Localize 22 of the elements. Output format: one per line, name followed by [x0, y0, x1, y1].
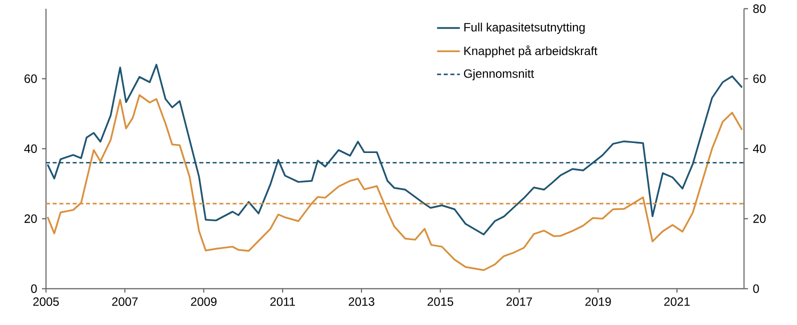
- x-tick-label: 2005: [33, 298, 59, 306]
- y-tick-label: 20: [24, 214, 37, 224]
- y2-tick-label: 40: [752, 144, 766, 154]
- y-tick-label: 60: [24, 74, 37, 84]
- y2-tick-label: 60: [753, 74, 766, 84]
- y2-tick-label: 20: [753, 214, 766, 224]
- legend-label: Full kapasitetsutnytting: [464, 22, 585, 34]
- x-tick-label: 2007: [112, 298, 138, 306]
- x-tick-label: 2013: [348, 298, 374, 306]
- x-tick-label: 2021: [664, 298, 690, 306]
- y-tick-label: 0: [31, 284, 37, 294]
- x-tick-label: 2019: [585, 298, 611, 306]
- y2-tick-label: 80: [753, 4, 766, 14]
- legend-label: Knapphet på arbeidskraft: [464, 46, 598, 58]
- x-tick-label: 2011: [270, 298, 295, 306]
- y-tick-label: 40: [24, 144, 37, 154]
- legend-label: Gjennomsnitt: [464, 69, 534, 80]
- x-tick-label: 2015: [428, 298, 454, 306]
- y2-tick-label: 0: [753, 284, 759, 294]
- x-tick-label: 2009: [191, 298, 217, 306]
- x-tick-label: 2017: [506, 298, 532, 306]
- line-series: [46, 94, 743, 272]
